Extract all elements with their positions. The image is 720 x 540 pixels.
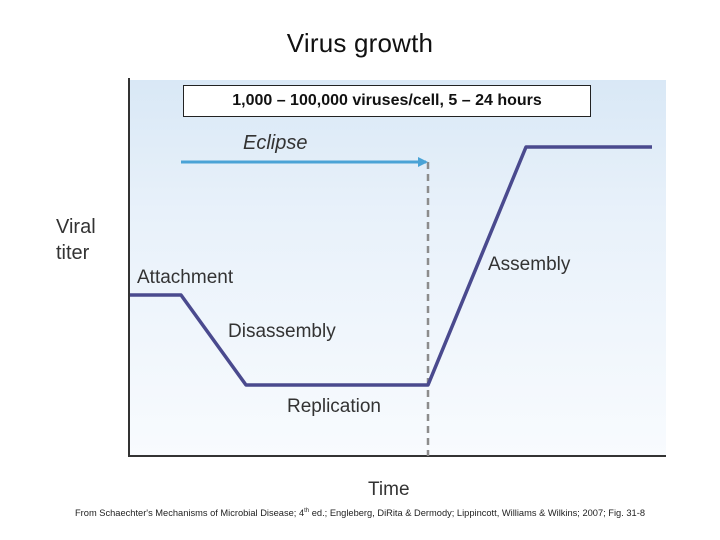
y-axis-label-line1: Viral [56, 216, 96, 238]
x-axis-label: Time [368, 479, 410, 500]
rate-summary-box: 1,000 – 100,000 viruses/cell, 5 – 24 hou… [183, 85, 591, 117]
figure-citation: From Schaechter's Mechanisms of Microbia… [0, 508, 720, 518]
eclipse-label: Eclipse [243, 132, 307, 154]
growth-curve [130, 145, 652, 387]
slide-title: Virus growth [286, 28, 434, 58]
disassembly-label: Disassembly [228, 321, 336, 342]
assembly-label: Assembly [488, 254, 571, 275]
attachment-label: Attachment [137, 267, 234, 288]
y-axis-label-line2: titer [56, 242, 90, 264]
plot-background [129, 80, 666, 456]
citation-part2: ed.; Engleberg, DiRita & Dermody; Lippin… [309, 508, 645, 519]
replication-label: Replication [287, 396, 381, 417]
citation-superscript: th [304, 508, 310, 514]
citation-part1: From Schaechter's Mechanisms of Microbia… [75, 508, 305, 519]
